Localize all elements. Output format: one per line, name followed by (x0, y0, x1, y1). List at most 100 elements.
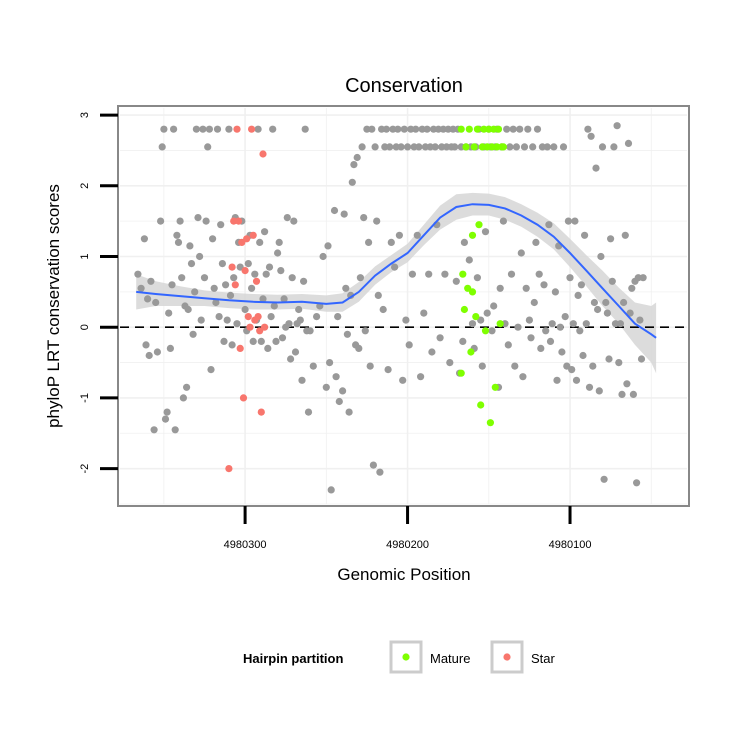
data-point-other (288, 274, 296, 282)
x-tick-label: 4980200 (386, 539, 429, 551)
data-point-other (147, 277, 155, 285)
data-point-other (251, 270, 259, 278)
data-point-other (269, 125, 277, 133)
data-point-other (568, 366, 576, 374)
data-point-other (327, 486, 335, 494)
data-point-other (543, 143, 551, 151)
data-point-other (384, 366, 392, 374)
data-point-other (350, 161, 358, 169)
data-point-other (387, 238, 395, 246)
data-point-mature (491, 383, 499, 391)
data-point-other (213, 125, 222, 133)
data-point-other (524, 125, 532, 133)
legend-label-mature: Mature (430, 651, 470, 666)
legend-key-mature (389, 640, 423, 674)
data-point-other (173, 231, 181, 239)
data-point-other (569, 320, 577, 328)
data-point-mature (457, 125, 465, 133)
data-point-other (522, 284, 530, 292)
data-point-other (504, 341, 512, 349)
data-point-other (425, 270, 433, 278)
data-point-other (530, 298, 538, 307)
data-point-star (261, 323, 269, 331)
data-point-other (176, 217, 184, 225)
data-point-other (361, 327, 369, 335)
data-point-other (145, 351, 153, 360)
data-point-other (556, 323, 564, 331)
data-point-other (298, 376, 306, 384)
data-point-other (550, 143, 558, 151)
data-point-other (345, 408, 353, 416)
data-point-other (207, 366, 215, 374)
data-point-mature (486, 419, 494, 427)
data-point-star (228, 263, 236, 271)
data-point-other (241, 305, 249, 314)
data-point-mature (462, 143, 470, 151)
data-point-other (356, 274, 364, 282)
data-point-other (280, 295, 288, 303)
data-point-other (274, 249, 282, 257)
y-tick-label: -1 (79, 393, 91, 403)
data-point-other (199, 125, 207, 133)
data-point-other (218, 260, 226, 268)
y-tick-label: 1 (79, 253, 91, 259)
data-point-other (590, 298, 599, 307)
data-points (134, 122, 647, 494)
data-point-mature (494, 125, 503, 133)
data-point-other (577, 281, 586, 289)
data-point-other (348, 178, 356, 186)
data-point-other (150, 426, 158, 434)
legend-swatch-star (503, 653, 511, 661)
data-point-star (231, 281, 239, 289)
data-point-star (236, 344, 244, 352)
data-point-star (235, 217, 243, 225)
data-point-other (192, 125, 200, 133)
y-tick-label: -2 (79, 464, 91, 474)
legend-item-star: Star (490, 640, 556, 674)
data-point-other (558, 348, 566, 356)
legend-title: Hairpin partition (243, 651, 343, 666)
data-point-other (256, 238, 264, 246)
data-point-mature (472, 313, 480, 321)
legend-swatch-mature (402, 653, 410, 661)
data-point-other (215, 313, 223, 321)
data-point-other (222, 281, 230, 289)
data-point-other (490, 302, 498, 310)
data-point-other (223, 316, 231, 324)
data-point-other (244, 260, 252, 268)
data-point-other (200, 274, 209, 282)
data-point-other (183, 383, 191, 391)
data-point-other (332, 373, 340, 381)
data-point-other (334, 313, 342, 321)
data-point-mature (457, 369, 465, 377)
data-point-other (205, 125, 213, 133)
data-point-other (160, 125, 168, 133)
x-axis: 4980300 4980200 4980100 (224, 506, 591, 551)
data-point-other (399, 376, 407, 384)
data-point-other (483, 309, 491, 317)
data-point-other (178, 274, 186, 282)
data-point-other (324, 242, 332, 250)
data-point-star (239, 394, 248, 402)
data-point-other (597, 252, 605, 261)
data-point-other (322, 383, 330, 391)
data-point-other (587, 132, 595, 140)
data-point-other (600, 475, 608, 483)
data-point-other (283, 214, 291, 222)
x-tick-label: 4980300 (224, 539, 267, 551)
data-point-other (291, 348, 300, 356)
data-point-other (636, 316, 644, 324)
data-point-other (616, 320, 625, 328)
data-point-other (540, 281, 548, 289)
data-point-other (267, 313, 275, 321)
data-point-mature (470, 143, 478, 151)
data-point-other (262, 270, 270, 278)
data-point-star (254, 313, 262, 321)
data-point-other (548, 320, 556, 328)
data-point-mature (477, 401, 485, 409)
data-point-other (374, 291, 382, 299)
data-point-other (465, 256, 473, 264)
data-point-other (376, 468, 384, 476)
data-point-other (594, 305, 602, 314)
data-point-other (285, 320, 293, 328)
